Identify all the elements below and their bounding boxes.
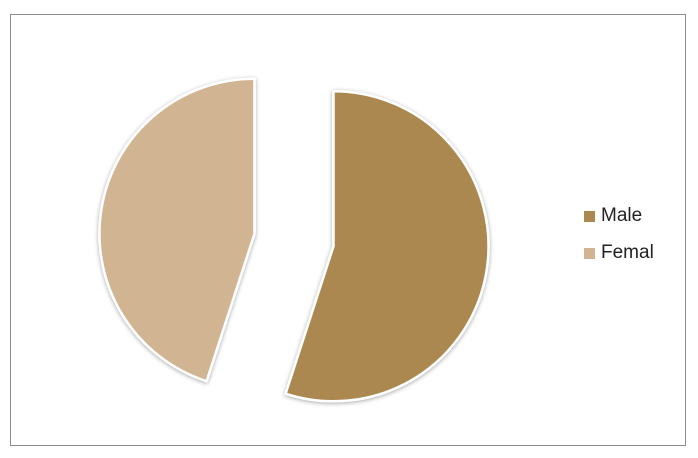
legend-label-male: Male xyxy=(601,205,642,227)
legend-item-femal: Femal xyxy=(584,240,654,266)
legend-item-male: Male xyxy=(584,203,654,229)
legend-swatch-femal xyxy=(584,248,595,259)
legend: Male Femal xyxy=(584,203,654,277)
legend-swatch-male xyxy=(584,211,595,222)
pie-slice-male xyxy=(286,91,489,401)
pie-slice-femal xyxy=(99,79,254,381)
legend-label-femal: Femal xyxy=(601,242,654,264)
